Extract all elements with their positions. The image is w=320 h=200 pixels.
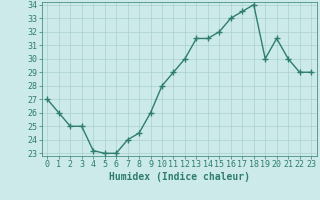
X-axis label: Humidex (Indice chaleur): Humidex (Indice chaleur) bbox=[109, 172, 250, 182]
